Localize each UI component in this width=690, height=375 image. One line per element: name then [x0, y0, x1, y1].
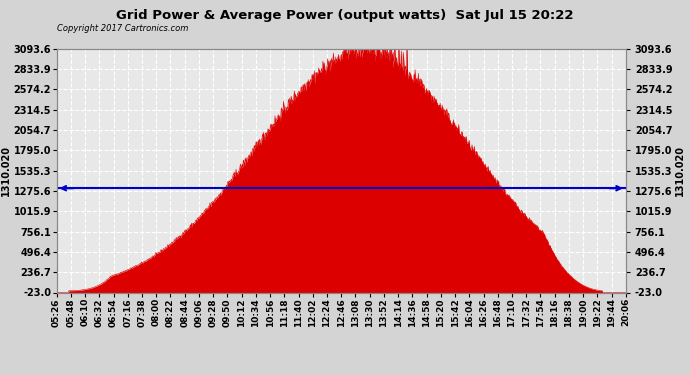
Text: Copyright 2017 Cartronics.com: Copyright 2017 Cartronics.com — [57, 24, 188, 33]
Y-axis label: 1310.020: 1310.020 — [676, 145, 685, 196]
Y-axis label: 1310.020: 1310.020 — [1, 145, 10, 196]
Text: Grid Power & Average Power (output watts)  Sat Jul 15 20:22: Grid Power & Average Power (output watts… — [116, 9, 574, 22]
